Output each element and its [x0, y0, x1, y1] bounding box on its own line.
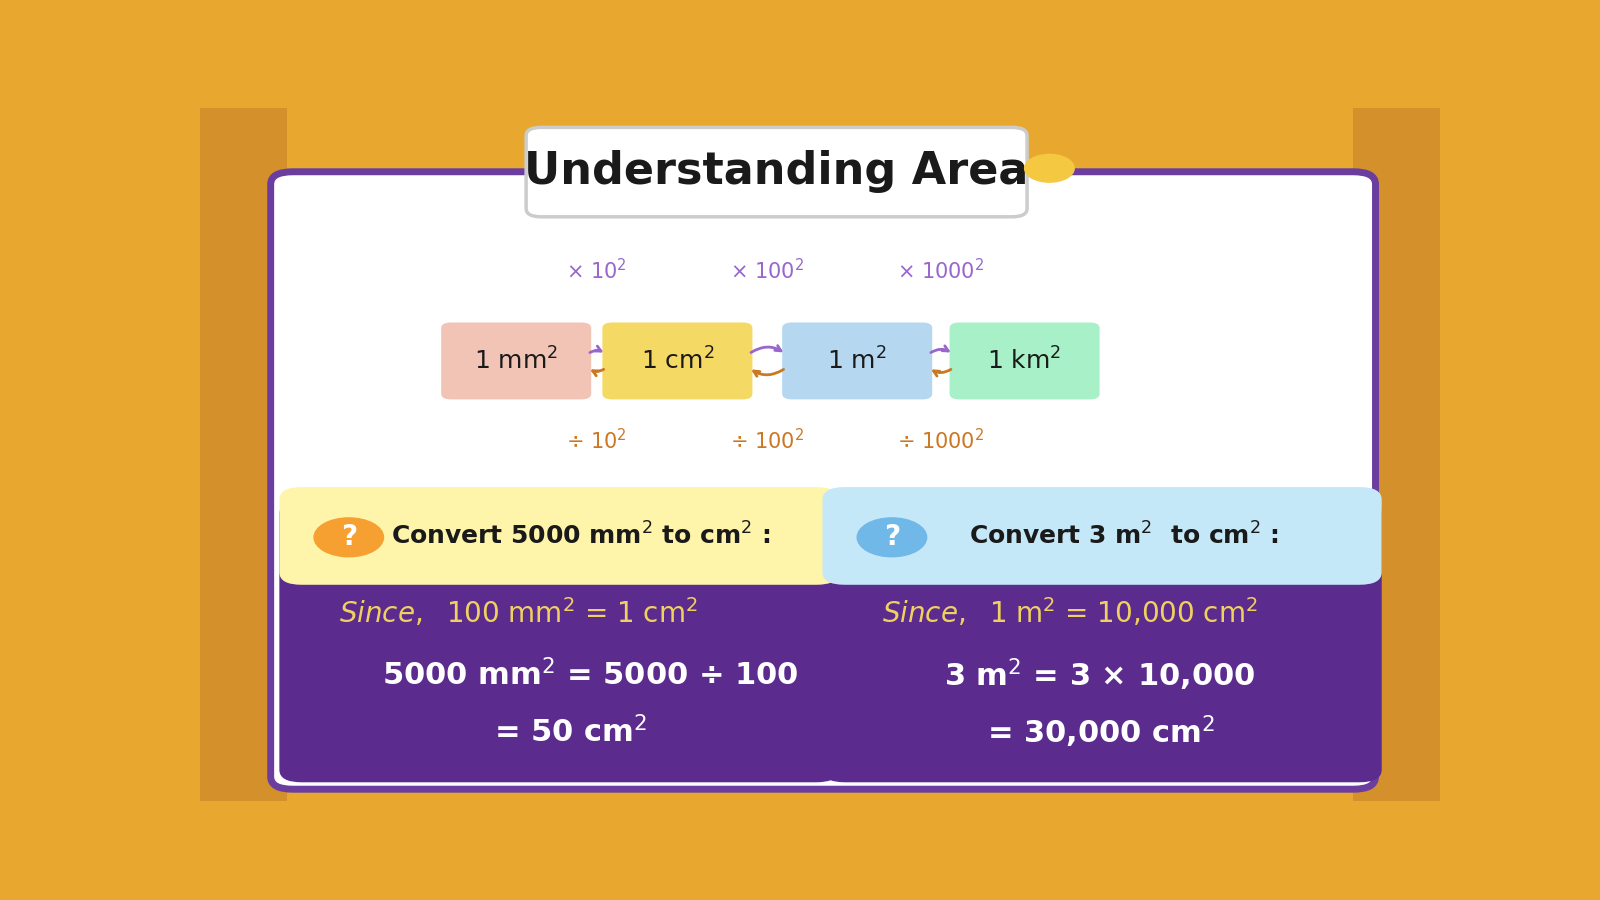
- FancyBboxPatch shape: [270, 172, 1376, 789]
- Text: ÷ 1000$^2$: ÷ 1000$^2$: [898, 428, 984, 454]
- Text: Understanding Area: Understanding Area: [525, 150, 1029, 194]
- Text: $\it{Since,}$  1 m$^2$ = 10,000 cm$^2$: $\it{Since,}$ 1 m$^2$ = 10,000 cm$^2$: [882, 596, 1258, 629]
- FancyBboxPatch shape: [280, 501, 838, 782]
- FancyBboxPatch shape: [822, 487, 1382, 585]
- Text: 1 km$^2$: 1 km$^2$: [987, 347, 1062, 374]
- Text: × 10$^2$: × 10$^2$: [566, 258, 627, 284]
- FancyBboxPatch shape: [280, 487, 838, 585]
- Text: ?: ?: [341, 523, 357, 552]
- Text: = 50 cm$^2$: = 50 cm$^2$: [494, 716, 646, 748]
- FancyBboxPatch shape: [442, 322, 592, 400]
- Text: ÷ 100$^2$: ÷ 100$^2$: [730, 428, 805, 454]
- Text: ?: ?: [883, 523, 899, 552]
- Circle shape: [314, 518, 384, 557]
- FancyBboxPatch shape: [1354, 108, 1440, 801]
- Text: × 100$^2$: × 100$^2$: [730, 258, 805, 284]
- Circle shape: [858, 518, 926, 557]
- FancyBboxPatch shape: [782, 322, 933, 400]
- Text: $\it{Since,}$  100 mm$^2$ = 1 cm$^2$: $\it{Since,}$ 100 mm$^2$ = 1 cm$^2$: [339, 596, 698, 629]
- Circle shape: [1024, 155, 1074, 182]
- FancyBboxPatch shape: [949, 322, 1099, 400]
- FancyBboxPatch shape: [602, 322, 752, 400]
- FancyBboxPatch shape: [200, 108, 286, 801]
- Text: × 1000$^2$: × 1000$^2$: [898, 258, 984, 284]
- Text: 1 m$^2$: 1 m$^2$: [827, 347, 886, 374]
- Text: Convert 5000 mm$^2$ to cm$^2$ :: Convert 5000 mm$^2$ to cm$^2$ :: [390, 522, 770, 550]
- Text: Convert 3 m$^2$  to cm$^2$ :: Convert 3 m$^2$ to cm$^2$ :: [970, 522, 1278, 550]
- Text: ÷ 10$^2$: ÷ 10$^2$: [566, 428, 627, 454]
- Text: 3 m$^2$ = 3 × 10,000: 3 m$^2$ = 3 × 10,000: [944, 657, 1256, 693]
- Text: 1 mm$^2$: 1 mm$^2$: [474, 347, 558, 374]
- FancyBboxPatch shape: [526, 128, 1027, 217]
- FancyBboxPatch shape: [822, 501, 1382, 782]
- Text: 1 cm$^2$: 1 cm$^2$: [640, 347, 714, 374]
- Text: 5000 mm$^2$ = 5000 ÷ 100: 5000 mm$^2$ = 5000 ÷ 100: [382, 659, 798, 691]
- Text: = 30,000 cm$^2$: = 30,000 cm$^2$: [987, 714, 1216, 750]
